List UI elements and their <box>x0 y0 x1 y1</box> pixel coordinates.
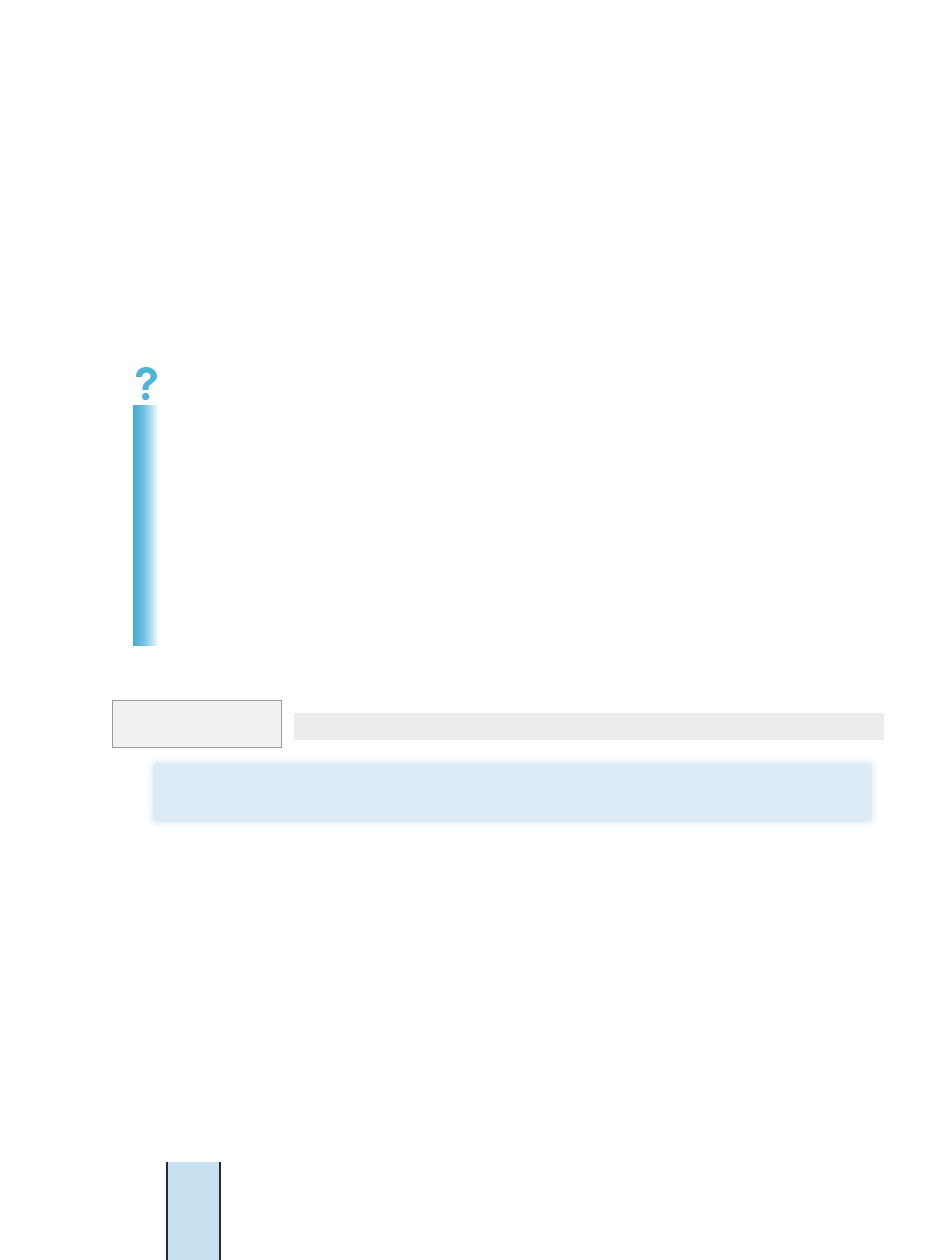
question-mark-icon <box>131 366 161 402</box>
page-tab <box>166 1162 221 1260</box>
accent-sidebar-bar <box>133 405 157 646</box>
section-label-box <box>112 700 282 748</box>
section-label-text <box>113 701 281 747</box>
section-heading-strip <box>294 713 884 740</box>
note-box <box>153 763 872 822</box>
